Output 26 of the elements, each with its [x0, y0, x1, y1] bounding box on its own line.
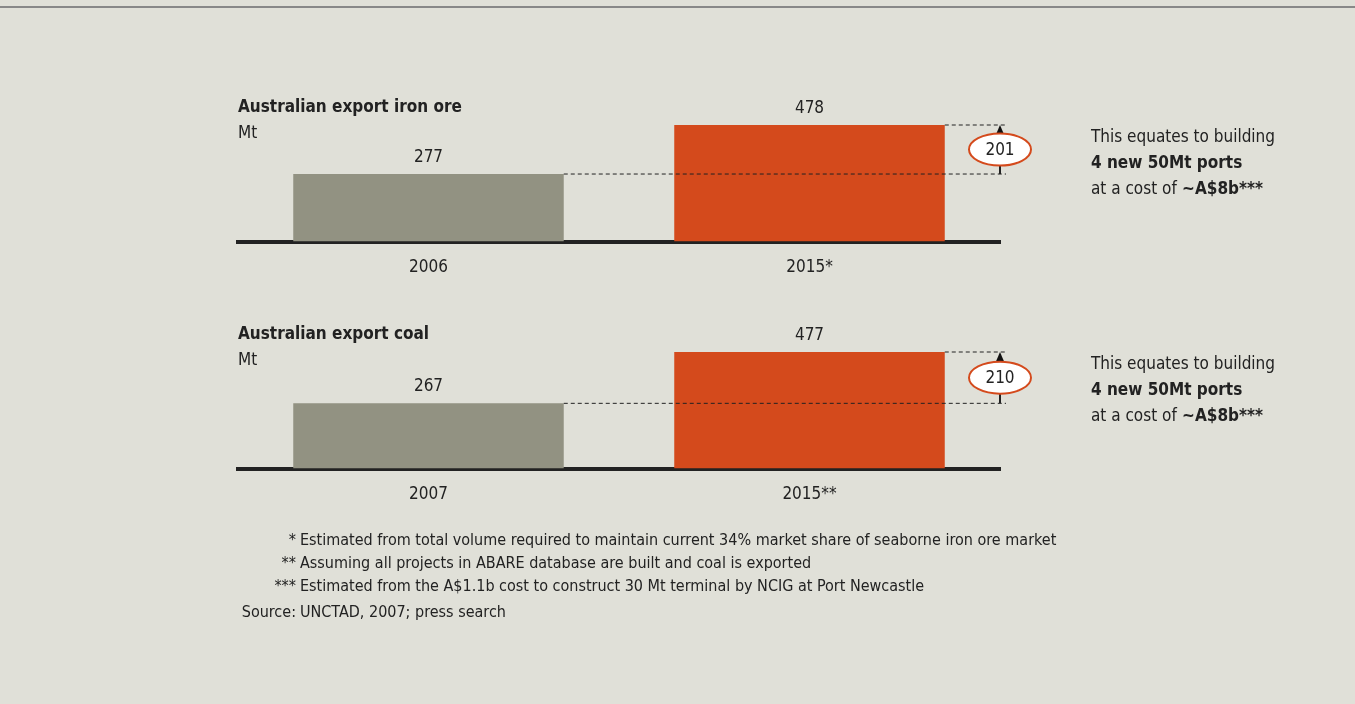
x-tick-label: 2007 [409, 483, 448, 504]
text: 4 new 50Mt ports [1091, 379, 1243, 399]
data-label: 277 [413, 145, 444, 166]
y-axis-title: Mt [238, 349, 258, 369]
text: 4 new 50Mt ports [1091, 152, 1243, 172]
text: This equates to building [1091, 126, 1276, 146]
x-tick-label: 2015** [782, 483, 837, 504]
text: *** Estimated from the A$1.1b cost to construct 30 Mt terminal by NCIG at Port Newcastle [273, 576, 925, 595]
text: * Estimated from total volume required to maintain current 34% market share of seaborne iron ore market [287, 530, 1057, 549]
chart-title: Australian export iron ore [238, 96, 462, 116]
source-note: Source: UNCTAD, 2007; press search [240, 602, 506, 621]
data-label: 477 [794, 323, 825, 344]
text: at a cost of [1091, 405, 1177, 425]
text: This equates to building [1091, 353, 1276, 373]
text: ~A$8b*** [1181, 178, 1263, 198]
annotation: 210 [985, 367, 1015, 388]
annotation: 201 [985, 138, 1015, 159]
chart-title: Australian export coal [238, 323, 430, 343]
y-axis-title: Mt [238, 122, 258, 142]
data-label: 478 [794, 96, 825, 117]
text: ** Assuming all projects in ABARE database are built and coal is exported [280, 553, 812, 572]
x-tick-label: 2006 [409, 256, 448, 277]
x-tick-label: 2015* [786, 256, 834, 277]
text: at a cost of [1091, 178, 1177, 198]
text: ~A$8b*** [1181, 405, 1263, 425]
data-label: 267 [413, 375, 444, 396]
